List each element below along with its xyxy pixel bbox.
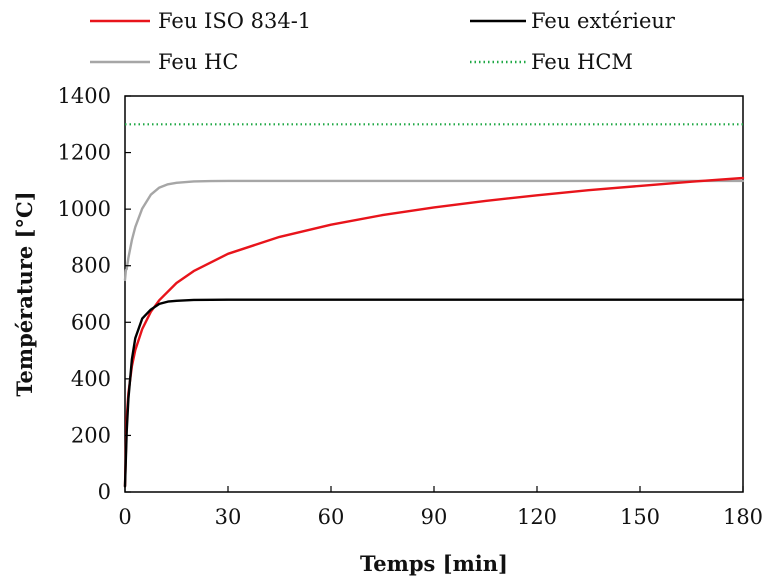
x-tick-label: 90 xyxy=(421,505,448,529)
legend-label-2: Feu HC xyxy=(158,50,238,74)
y-tick-label: 400 xyxy=(71,367,111,391)
legend-label-3: Feu HCM xyxy=(531,50,633,74)
y-tick-label: 200 xyxy=(71,423,111,447)
legend-label-0: Feu ISO 834-1 xyxy=(158,9,311,33)
x-tick-label: 0 xyxy=(118,505,131,529)
y-tick-label: 800 xyxy=(71,254,111,278)
legend-label-1: Feu extérieur xyxy=(531,9,676,33)
y-tick-label: 1400 xyxy=(58,84,111,108)
plot-frame xyxy=(124,95,744,493)
x-tick-label: 120 xyxy=(517,505,557,529)
x-axis: 0 30 60 90 120 150 180 xyxy=(118,486,763,529)
y-axis-title: Température [°C] xyxy=(12,191,37,396)
series-line-1 xyxy=(123,298,745,488)
x-axis-title: Temps [min] xyxy=(360,551,508,576)
series-line-2 xyxy=(123,179,745,282)
plot-area: 0 30 60 90 120 150 180 0 200 400 600 800 1000 1200 14… xyxy=(58,84,764,529)
series-layer xyxy=(123,123,745,488)
y-tick-label: 600 xyxy=(71,310,111,334)
x-tick-label: 180 xyxy=(723,505,763,529)
legend: Feu ISO 834-1 Feu extérieur Feu HC Feu HCM xyxy=(90,9,676,74)
y-tick-label: 1200 xyxy=(58,141,111,165)
y-axis: 0 200 400 600 800 1000 1200 1400 xyxy=(58,84,131,504)
series-line-0 xyxy=(123,176,745,488)
x-tick-label: 150 xyxy=(620,505,660,529)
y-tick-label: 0 xyxy=(98,480,111,504)
y-tick-label: 1000 xyxy=(58,197,111,221)
x-tick-label: 30 xyxy=(215,505,242,529)
x-tick-label: 60 xyxy=(318,505,345,529)
